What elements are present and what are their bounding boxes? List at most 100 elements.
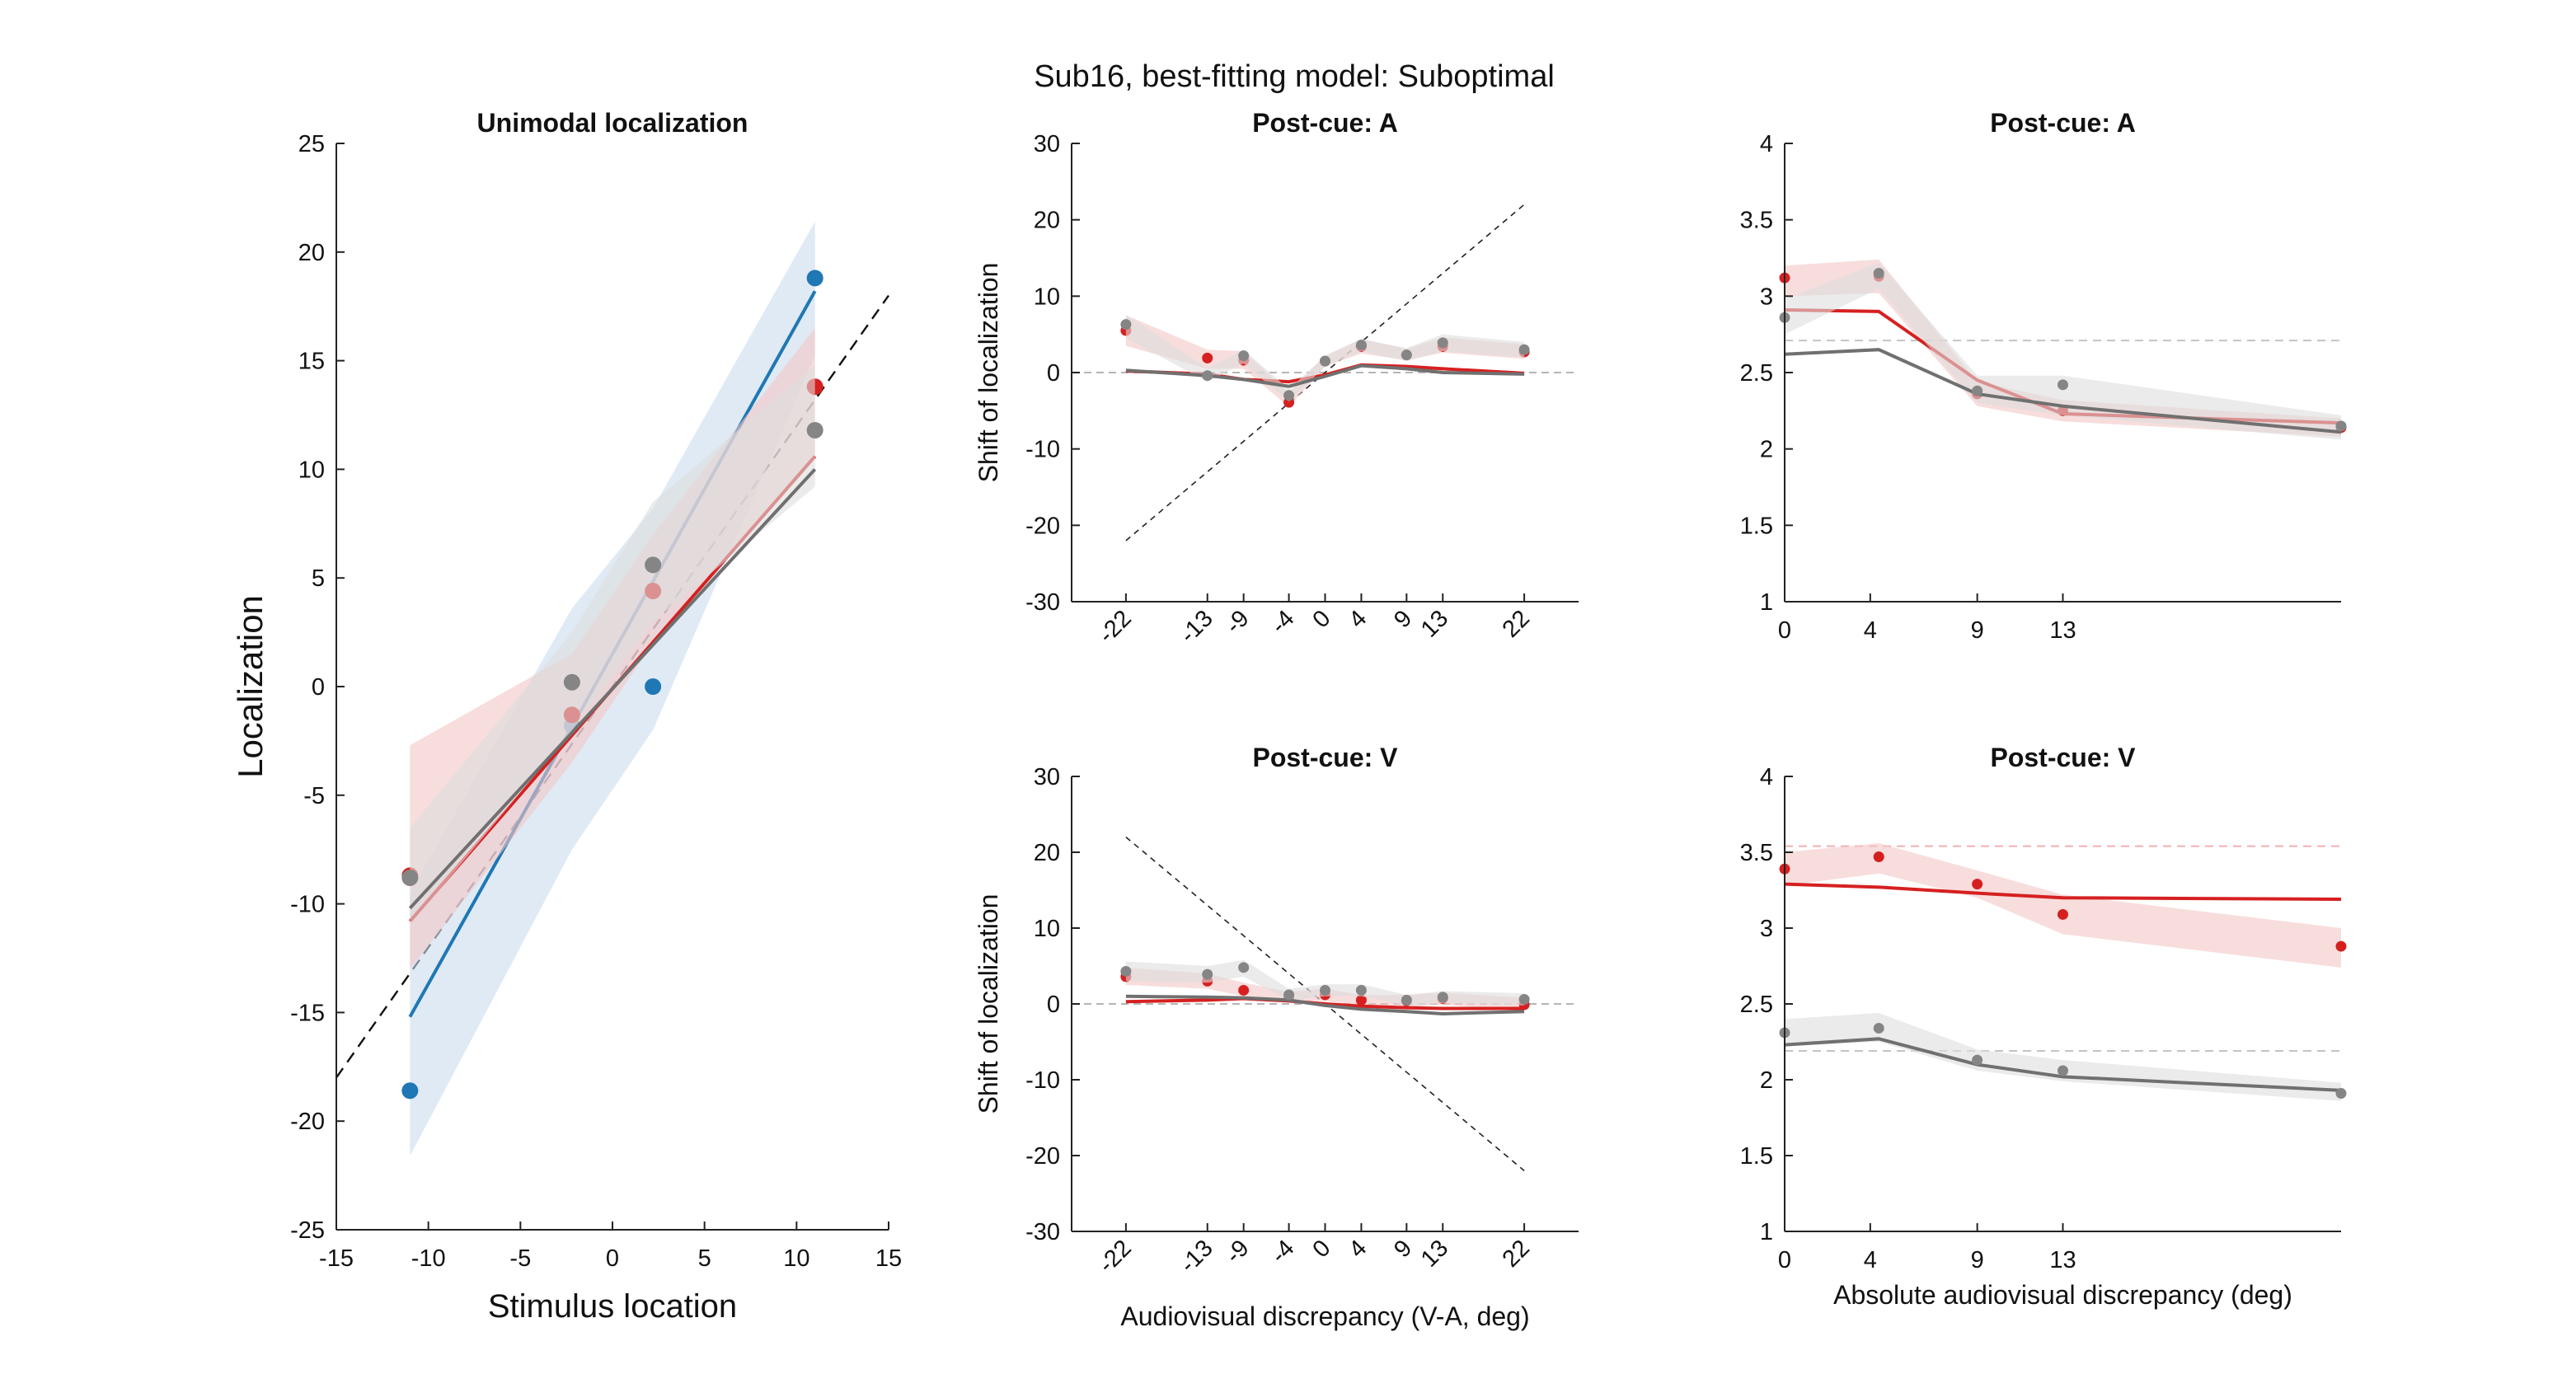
y-axis-label: Shift of localization [974, 894, 1003, 1114]
x-tick-label: 4 [1864, 617, 1877, 644]
x-tick-label: 10 [783, 1245, 809, 1272]
x-axis-label: Audiovisual discrepancy (V-A, deg) [1120, 1301, 1529, 1331]
y-axis-label: Localization [231, 595, 270, 778]
y-tick-label: 30 [1034, 764, 1060, 790]
data-point [806, 421, 823, 438]
data-point [1120, 319, 1132, 331]
x-tick-label: 9 [1971, 617, 1984, 644]
panel-title: Post-cue: A [1990, 108, 2136, 138]
x-tick-label: 13 [2049, 617, 2076, 644]
data-point [1202, 968, 1213, 980]
data-point [1120, 965, 1132, 977]
y-tick-label: 15 [298, 349, 325, 375]
y-tick-label: -10 [1025, 437, 1060, 463]
x-tick-label: 15 [875, 1245, 902, 1272]
y-tick-label: 1 [1760, 589, 1773, 616]
data-point [1873, 268, 1884, 279]
y-tick-label: 4 [1760, 131, 1773, 157]
y-tick-label: 0 [312, 674, 325, 701]
x-tick-label: 5 [698, 1245, 711, 1272]
data-point [1238, 350, 1250, 362]
data-point [1355, 994, 1367, 1006]
data-point [1320, 984, 1330, 996]
y-tick-label: 2 [1760, 1067, 1773, 1094]
x-tick-label: 13 [2049, 1247, 2076, 1273]
y-tick-label: 10 [1034, 916, 1060, 942]
data-point [645, 556, 662, 574]
y-tick-label: 2.5 [1740, 992, 1773, 1018]
data-point [1518, 344, 1530, 355]
x-tick-label: -5 [509, 1245, 531, 1272]
data-point [1437, 337, 1448, 349]
x-tick-label: -15 [319, 1245, 354, 1272]
x-tick-label: 0 [1778, 1247, 1791, 1273]
y-tick-label: 3 [1760, 916, 1773, 942]
y-tick-label: 10 [1034, 284, 1060, 310]
y-tick-label: 20 [1034, 208, 1060, 234]
y-tick-label: 0 [1047, 992, 1060, 1018]
data-point [1972, 879, 1983, 890]
y-tick-label: -10 [1025, 1067, 1060, 1094]
y-tick-label: 2.5 [1740, 360, 1773, 387]
x-tick-label: 9 [1971, 1247, 1984, 1273]
data-point [1355, 340, 1367, 351]
y-tick-label: 4 [1760, 764, 1773, 790]
x-tick-label: -10 [411, 1245, 446, 1272]
data-point [1320, 355, 1330, 367]
y-tick-label: 20 [298, 240, 325, 266]
y-tick-label: 30 [1034, 131, 1060, 157]
y-tick-label: 25 [298, 131, 325, 157]
data-point [1437, 992, 1448, 1003]
data-point [2058, 379, 2068, 391]
y-tick-label: -20 [1025, 513, 1060, 539]
x-tick-label: 4 [1864, 1247, 1877, 1273]
data-point [1518, 993, 1530, 1005]
data-point [2335, 940, 2347, 952]
y-tick-label: -20 [290, 1109, 325, 1135]
x-axis-label: Stimulus location [488, 1288, 737, 1325]
y-tick-label: -30 [1025, 589, 1060, 616]
chart-panel-abs-a: 1 1.5 2 2.5 3 3.5 4 0 4 9 13 Post-cue: A [1740, 108, 2347, 644]
x-axis-label: Absolute audiovisual discrepancy (deg) [1833, 1280, 2292, 1310]
data-point [1401, 349, 1412, 361]
confidence-band [410, 364, 815, 926]
confidence-band [1785, 262, 2341, 440]
data-point [1873, 1022, 1884, 1034]
data-point [2058, 1065, 2068, 1076]
y-tick-label: 1.5 [1740, 513, 1773, 539]
y-tick-label: -10 [290, 892, 325, 918]
panel-title: Post-cue: V [1990, 743, 2136, 772]
confidence-band [1785, 842, 2341, 968]
model-line [1125, 994, 1525, 1015]
y-tick-label: 1 [1760, 1219, 1773, 1245]
data-point [1355, 984, 1367, 996]
fit-line [408, 468, 817, 910]
data-point [1202, 370, 1213, 382]
x-tick-label: 0 [1778, 617, 1791, 644]
y-tick-label: 5 [312, 565, 325, 592]
y-tick-label: 3.5 [1740, 208, 1773, 234]
chart-panel-abs-v: 1 1.5 2 2.5 3 3.5 4 0 4 9 13 Post-cue: V Absolute au… [1740, 743, 2347, 1310]
y-tick-label: -15 [290, 1000, 325, 1026]
data-point [645, 678, 662, 695]
data-point [401, 869, 419, 886]
data-point [806, 270, 823, 287]
y-tick-label: 10 [298, 457, 325, 483]
data-point [1238, 962, 1250, 973]
x-tick-label: 0 [606, 1245, 619, 1272]
y-tick-label: -25 [290, 1217, 325, 1244]
data-point [563, 673, 580, 691]
panel-title: Post-cue: A [1252, 108, 1398, 138]
panel-title: Unimodal localization [477, 108, 748, 138]
data-point [2058, 908, 2068, 920]
chart-panel-unimodal: -25 -20 -15 -10 -5 0 5 10 15 20 25 -15 -10 -5 0 5 10 15 Un… [231, 108, 902, 1325]
y-tick-label: 0 [1047, 360, 1060, 387]
data-point [1202, 352, 1213, 363]
model-line [1125, 363, 1525, 388]
y-tick-label: -30 [1025, 1219, 1060, 1245]
y-tick-label: -5 [303, 783, 325, 809]
confidence-band [1785, 1013, 2341, 1101]
y-axis-label: Shift of localization [974, 263, 1003, 483]
y-tick-label: 20 [1034, 840, 1060, 866]
